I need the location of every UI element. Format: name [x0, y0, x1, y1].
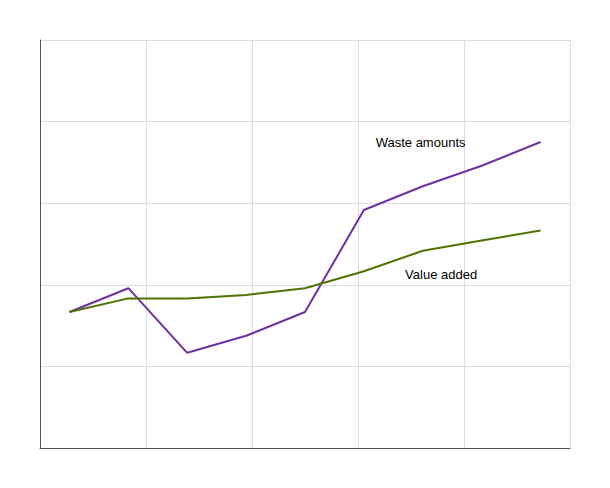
svg-text:Waste amounts: Waste amounts — [376, 135, 466, 150]
svg-text:Value added: Value added — [405, 267, 477, 282]
